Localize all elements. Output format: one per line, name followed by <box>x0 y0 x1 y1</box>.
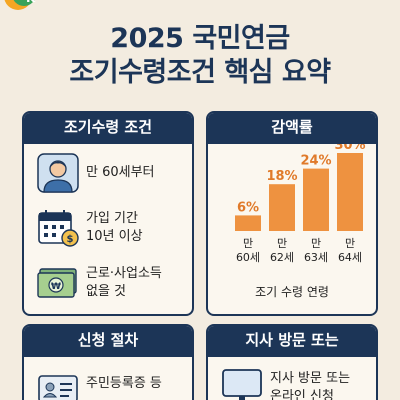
x-axis-label: 조기 수령 연령 <box>255 285 329 299</box>
condition-card-header: 조기수령 조건 <box>24 113 192 144</box>
procedure-item-text: 주민등록증 등 <box>86 376 162 391</box>
logo-icon: K <box>4 0 36 10</box>
visit-card: 지사 방문 또는 지사 방문 또는 온라인 신청 <box>206 324 378 400</box>
bar-3 <box>337 153 363 231</box>
condition-item-income: ₩ 근로·사업소득 없을 것 <box>36 263 162 303</box>
x-tick-label-3-0: 만 <box>345 237 355 250</box>
x-tick-label-1-1: 62세 <box>270 251 294 264</box>
x-tick-label-0-1: 60세 <box>236 251 260 264</box>
svg-text:K: K <box>26 0 36 5</box>
person-icon <box>37 153 79 193</box>
svg-text:$: $ <box>67 234 74 245</box>
x-tick-label-0-0: 만 <box>243 237 253 250</box>
bar-value-label-1: 18% <box>266 169 297 184</box>
condition-age-text: 만 60세부터 <box>86 165 155 180</box>
visit-card-header: 지사 방문 또는 <box>208 326 376 357</box>
x-tick-label-3-1: 64세 <box>338 251 362 264</box>
svg-text:₩: ₩ <box>51 282 61 292</box>
procedure-card: 신청 절차 주민등록증 등 <box>22 324 194 400</box>
visit-line2: 온라인 신청 <box>270 389 334 400</box>
visit-line1: 지사 방문 또는 <box>270 371 351 386</box>
x-tick-label-2-0: 만 <box>311 237 321 250</box>
page-title: 2025 국민연금 조기수령조건 핵심 요약 <box>0 22 400 90</box>
visit-item: 지사 방문 또는 온라인 신청 <box>220 368 350 400</box>
title-line-1: 2025 국민연금 <box>110 23 290 54</box>
condition-income-line2: 없을 것 <box>86 284 127 299</box>
reduction-card-header: 감액률 <box>208 113 376 144</box>
condition-item-period: $ 가입 기간 10년 이상 <box>36 208 143 248</box>
bar-2 <box>303 168 329 231</box>
procedure-item: 주민등록증 등 <box>36 368 162 400</box>
calendar-coin-icon: $ <box>38 210 79 247</box>
money-icon: ₩ <box>37 268 77 298</box>
bar-1 <box>269 184 295 231</box>
condition-card: 조기수령 조건 만 60세부터 $ 가입 기간 10년 이상 <box>22 111 194 316</box>
id-card-icon <box>38 375 78 400</box>
condition-period-line1: 가입 기간 <box>86 211 138 226</box>
monitor-icon <box>222 369 262 400</box>
x-tick-label-2-1: 63세 <box>304 251 328 264</box>
title-line-2: 조기수령조건 핵심 요약 <box>69 57 331 88</box>
bar-0 <box>235 215 261 231</box>
condition-period-line2: 10년 이상 <box>86 229 143 244</box>
bar-value-label-0: 6% <box>237 200 259 215</box>
procedure-card-header: 신청 절차 <box>24 326 192 357</box>
x-tick-label-1-0: 만 <box>277 237 287 250</box>
condition-item-age: 만 60세부터 <box>36 153 155 193</box>
bar-value-label-3: 30% <box>334 144 365 153</box>
bar-value-label-2: 24% <box>300 154 331 169</box>
condition-income-line1: 근로·사업소득 <box>86 266 162 281</box>
reduction-card: 감액률 6% 만 60세 18% 만 62세 24% 만 63세 30% 만 64세 조기 수령 연령 <box>206 111 378 316</box>
